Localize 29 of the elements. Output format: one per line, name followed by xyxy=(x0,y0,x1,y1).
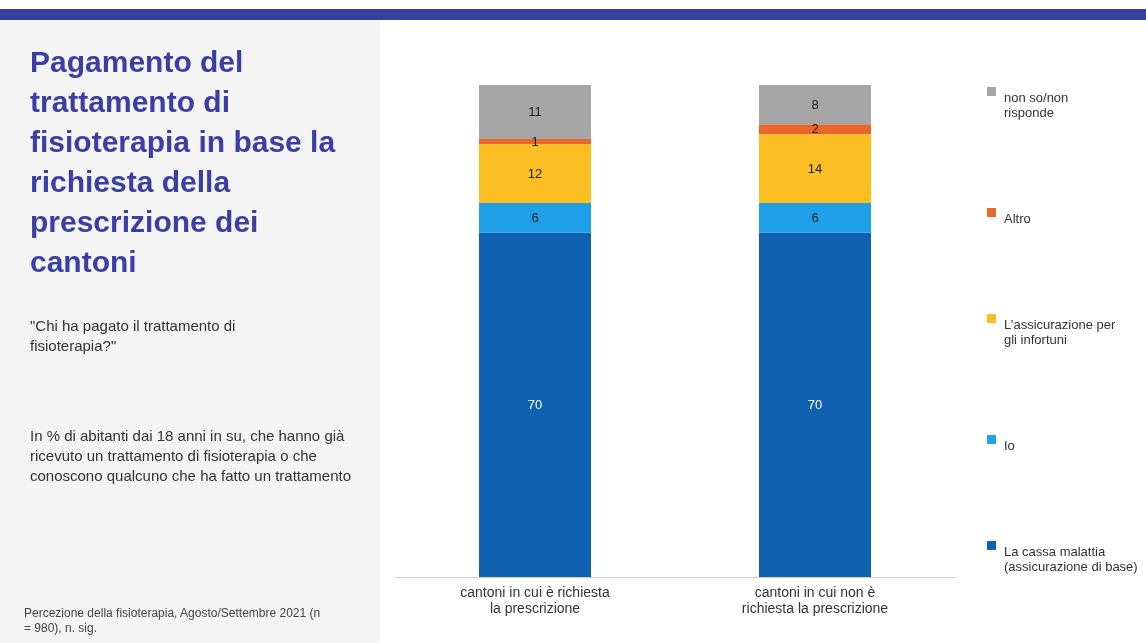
legend-label: Io xyxy=(1004,437,1015,453)
data-label: 8 xyxy=(811,96,819,112)
bar xyxy=(479,203,591,233)
text: "Chi ha pagato il trattamento di fisioterapia?" xyxy=(30,316,237,356)
data-label: 12 xyxy=(527,165,543,181)
x-tick-label: cantoni in cui è richiesta la prescrizione xyxy=(460,583,610,616)
bar xyxy=(759,124,871,135)
data-label: 2 xyxy=(811,121,819,137)
bar xyxy=(759,232,871,577)
legend-label: La cassa malattia (assicurazione di base) xyxy=(1004,543,1138,574)
bar xyxy=(759,85,871,125)
text: Percezione della fisioterapia, Agosto/Settembre 2021 (n = 980), n. sig. xyxy=(24,606,322,636)
data-label: 6 xyxy=(531,209,539,225)
text: Pagamento del trattamento di fisioterapia in base la richiesta della prescrizione dei cantoni xyxy=(30,44,337,280)
bar xyxy=(759,134,871,204)
bar xyxy=(479,144,591,204)
data-label: 11 xyxy=(528,104,542,120)
bar xyxy=(479,232,591,577)
text: In % di abitanti dai 18 anni in su, che hanno già ricevuto un trattamento di fisioterapia o che conoscono qualcuno che ha fatto un trattamento xyxy=(30,426,353,486)
legend-label: L’assicurazione per gli infortuni xyxy=(1004,316,1116,347)
data-label: 70 xyxy=(807,396,823,412)
bar xyxy=(479,139,591,145)
data-label: 6 xyxy=(811,209,819,225)
data-label: 14 xyxy=(807,160,823,176)
bar xyxy=(759,203,871,233)
legend-label: non so/non risponde xyxy=(1004,89,1069,120)
x-tick-label: cantoni in cui non è richiesta la prescrizione xyxy=(741,583,889,616)
data-label: 70 xyxy=(527,396,543,412)
legend-label: Altro xyxy=(1004,210,1031,226)
